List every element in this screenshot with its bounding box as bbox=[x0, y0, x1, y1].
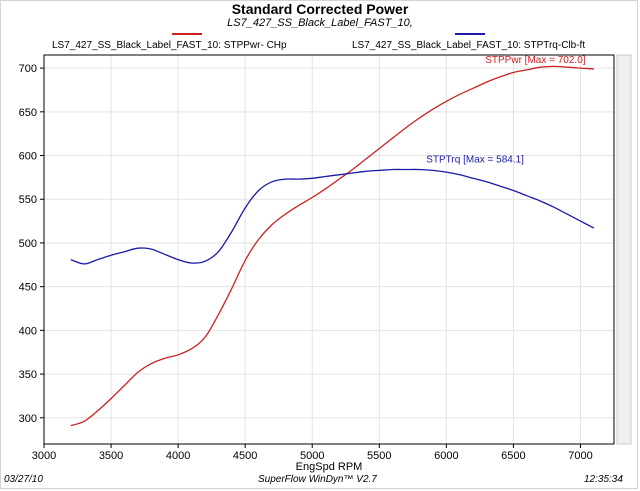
x-tick-label: 3000 bbox=[32, 450, 56, 462]
legend-label-torque: LS7_427_SS_Black_Label_FAST_10: STPTrq-C… bbox=[352, 40, 586, 51]
chart-title: Standard Corrected Power bbox=[231, 1, 409, 17]
series-annotations: STPPwr [Max = 702.0] STPTrq [Max = 584.1] bbox=[426, 55, 586, 166]
y-tick-label: 350 bbox=[19, 369, 37, 381]
x-tick-label: 5500 bbox=[367, 450, 391, 462]
y-tick-label: 700 bbox=[19, 63, 37, 75]
y-tick-label: 300 bbox=[19, 413, 37, 425]
footer-software: SuperFlow WinDyn™ V2.7 bbox=[258, 474, 377, 485]
y-tick-label: 400 bbox=[19, 325, 37, 337]
annotation-stptrq: STPTrq [Max = 584.1] bbox=[426, 155, 524, 166]
x-tick-label: 3500 bbox=[99, 450, 123, 462]
x-tick-label: 6500 bbox=[501, 450, 525, 462]
chart-subtitle: LS7_427_SS_Black_Label_FAST_10, bbox=[227, 17, 413, 29]
footer-time: 12:35:34 bbox=[584, 474, 623, 485]
grid bbox=[43, 55, 614, 444]
x-tick-label: 4000 bbox=[166, 450, 190, 462]
y-tick-label: 450 bbox=[19, 282, 37, 294]
x-tick-label: 5000 bbox=[300, 450, 324, 462]
x-axis: 3000 3500 4000 4500 5000 5500 6000 6500 7000 bbox=[32, 444, 593, 462]
x-tick-label: 6000 bbox=[434, 450, 458, 462]
x-tick-label: 7000 bbox=[568, 450, 592, 462]
legend-swatch-torque bbox=[455, 33, 485, 35]
y-tick-label: 650 bbox=[19, 107, 37, 119]
series-line-stppwr bbox=[70, 65, 594, 427]
y-tick-label: 550 bbox=[19, 194, 37, 206]
footer-date: 03/27/10 bbox=[4, 474, 43, 485]
legend-label-power: LS7_427_SS_Black_Label_FAST_10: STPPwr- … bbox=[52, 40, 287, 51]
scrollbar-track bbox=[616, 54, 632, 445]
plot-area bbox=[43, 54, 615, 445]
y-axis: 300 350 400 450 500 550 600 650 700 bbox=[19, 63, 44, 425]
y-tick-label: 600 bbox=[19, 151, 37, 163]
y-tick-label: 500 bbox=[19, 238, 37, 250]
x-tick-label: 4500 bbox=[233, 450, 257, 462]
series-lines bbox=[70, 65, 595, 427]
annotation-stppwr: STPPwr [Max = 702.0] bbox=[485, 55, 586, 66]
x-axis-label: EngSpd RPM bbox=[296, 461, 363, 473]
legend-swatch-power bbox=[172, 33, 202, 35]
series-line-stptrq bbox=[70, 168, 595, 265]
